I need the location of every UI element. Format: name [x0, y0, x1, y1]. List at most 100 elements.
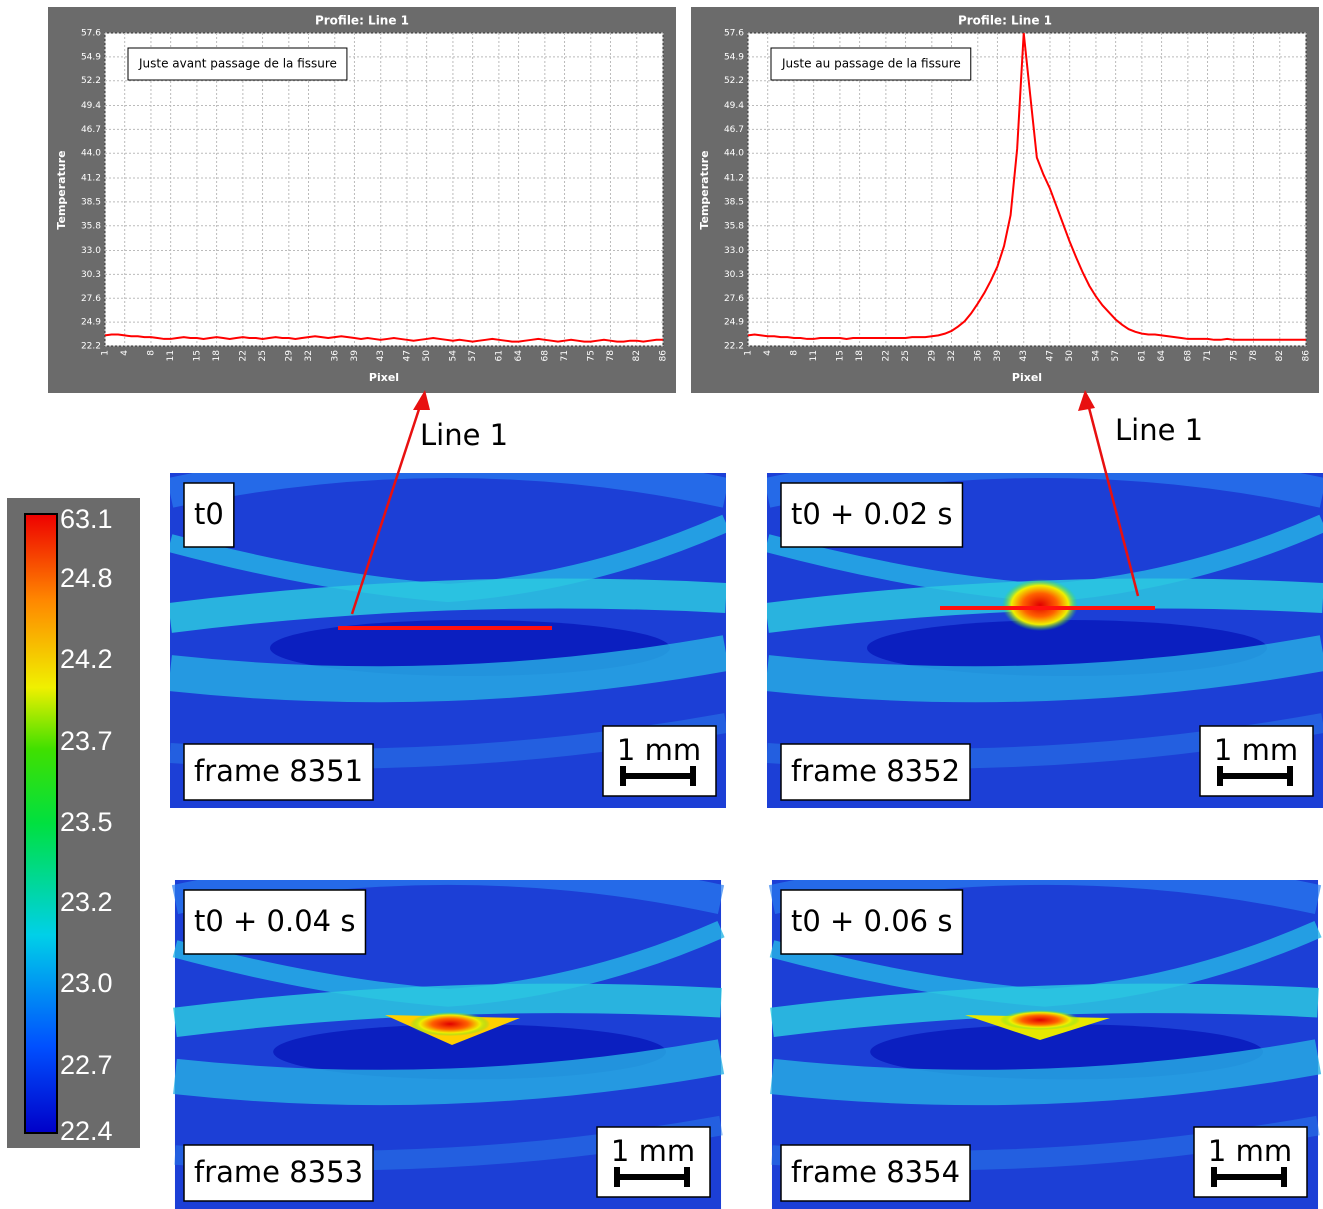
frame-label-box	[780, 1144, 971, 1202]
colorbar	[24, 513, 58, 1134]
x-tick-label: 11	[166, 350, 176, 361]
time-label-box	[183, 889, 367, 955]
x-tick-label: 64	[514, 350, 524, 362]
x-tick-label: 1	[744, 350, 754, 356]
scale-label: 1 mm	[617, 733, 701, 767]
x-axis-label: Pixel	[1012, 371, 1042, 384]
x-axis-label: Pixel	[369, 371, 399, 384]
x-tick-label: 4	[763, 350, 773, 356]
y-tick-label: 52.2	[724, 76, 744, 86]
panel-labels: t0 frame 8351 1 mm t0 + 0.02 s frame 8352 1 m…	[183, 482, 1314, 1202]
y-tick-label: 41.2	[724, 174, 744, 184]
annotation: Juste avant passage de la fissure	[138, 57, 337, 71]
x-tick-label: 1	[101, 350, 111, 356]
y-tick-label: 35.8	[81, 221, 101, 231]
time-label: t0 + 0.06 s	[791, 904, 952, 938]
x-tick-label: 57	[468, 350, 478, 361]
scale-label: 1 mm	[611, 1134, 695, 1168]
profile-line	[747, 32, 1306, 341]
colorbar-label: 24.8	[60, 563, 113, 593]
x-tick-label: 68	[540, 350, 550, 362]
y-tick-label: 46.7	[81, 125, 101, 135]
y-tick-label: 33.0	[81, 246, 101, 256]
x-tick-label: 86	[659, 350, 669, 362]
x-tick-label: 15	[192, 350, 202, 361]
y-axis-label: Temperature	[55, 150, 68, 229]
x-tick-label: 82	[1275, 350, 1285, 361]
y-tick-label: 54.9	[81, 52, 101, 62]
x-tick-label: 47	[1045, 350, 1055, 361]
scale-bar	[1211, 1167, 1287, 1187]
y-tick-label: 44.0	[81, 149, 101, 159]
x-tick-label: 61	[494, 350, 504, 361]
arrow	[350, 399, 424, 615]
x-tick-label: 61	[1137, 350, 1147, 361]
x-tick-label: 11	[809, 350, 819, 361]
y-tick-label: 57.6	[81, 29, 101, 39]
arrow-head	[413, 390, 430, 410]
x-tick-label: 18	[212, 350, 222, 362]
colorbar-labels: 63.1 24.8 24.2 23.7 23.5 23.2 23.0 22.7 22.4	[60, 504, 113, 1146]
x-tick-label: 15	[835, 350, 845, 361]
x-tick-label: 8	[146, 350, 156, 356]
x-tick-label: 43	[376, 350, 386, 361]
plot-area	[747, 32, 1307, 347]
x-tick-label: 50	[422, 350, 432, 362]
x-tick-label: 25	[258, 350, 268, 361]
y-tick-label: 22.2	[724, 342, 744, 352]
frame-label: frame 8351	[194, 754, 363, 788]
x-tick-label: 75	[586, 350, 596, 361]
time-label-box	[780, 482, 964, 548]
time-label: t0 + 0.04 s	[194, 904, 355, 938]
scale-box	[1193, 1126, 1308, 1198]
y-tick-label: 52.2	[81, 76, 101, 86]
y-axis-label: Temperature	[698, 150, 711, 229]
scale-label: 1 mm	[1214, 733, 1298, 767]
y-tick-label: 38.5	[81, 197, 101, 207]
colorbar-label: 63.1	[60, 504, 113, 534]
x-tick-label: 78	[1249, 350, 1259, 362]
arrow-label: Line 1	[420, 418, 508, 452]
frame-label: frame 8354	[791, 1155, 960, 1189]
frame-label-box	[183, 1144, 374, 1202]
colorbar-label: 22.4	[60, 1116, 113, 1146]
x-tick-label: 71	[1203, 350, 1213, 361]
hot-spot	[1002, 579, 1078, 631]
time-label: t0 + 0.02 s	[791, 497, 952, 531]
y-tick-label: 46.7	[724, 125, 744, 135]
x-tick-label: 57	[1111, 350, 1121, 361]
x-tick-label: 4	[120, 350, 130, 356]
annotation: Juste au passage de la fissure	[781, 57, 961, 71]
x-tick-label: 82	[632, 350, 642, 361]
x-tick-label: 43	[1019, 350, 1029, 361]
scale-bar	[614, 1167, 690, 1187]
arrows	[350, 390, 1140, 615]
x-tick-label: 32	[304, 350, 314, 361]
colorbar-label: 23.7	[60, 726, 113, 756]
x-tick-label: 29	[927, 350, 937, 362]
y-tick-label: 24.9	[724, 318, 744, 328]
x-tick-label: 50	[1065, 350, 1075, 362]
y-tick-label: 35.8	[724, 221, 744, 231]
x-tick-label: 39	[350, 350, 360, 362]
colorbar-label: 23.2	[60, 887, 113, 917]
x-tick-label: 54	[448, 350, 458, 362]
colorbar-label: 23.5	[60, 807, 113, 837]
y-tick-label: 49.4	[724, 101, 744, 111]
x-tick-label: 18	[855, 350, 865, 362]
frame-label-box	[183, 743, 374, 801]
hot-spot	[410, 1012, 490, 1036]
y-tick-label: 24.9	[81, 318, 101, 328]
frame-label: frame 8352	[791, 754, 960, 788]
x-tick-label: 75	[1229, 350, 1239, 361]
y-tick-label: 30.3	[81, 270, 101, 280]
profile-charts: Profile: Line 1 Pixel Temperature 22.2 24.9 2…	[48, 7, 1319, 393]
x-tick-label: 25	[901, 350, 911, 361]
y-tick-label: 33.0	[724, 246, 744, 256]
chart: Profile: Line 1 Pixel Temperature 22.2 24.9 2…	[48, 7, 676, 393]
frame-label-box	[780, 743, 971, 801]
profile-line	[104, 333, 663, 343]
arrow-label: Line 1	[1115, 413, 1203, 447]
x-tick-label: 36	[973, 350, 983, 362]
